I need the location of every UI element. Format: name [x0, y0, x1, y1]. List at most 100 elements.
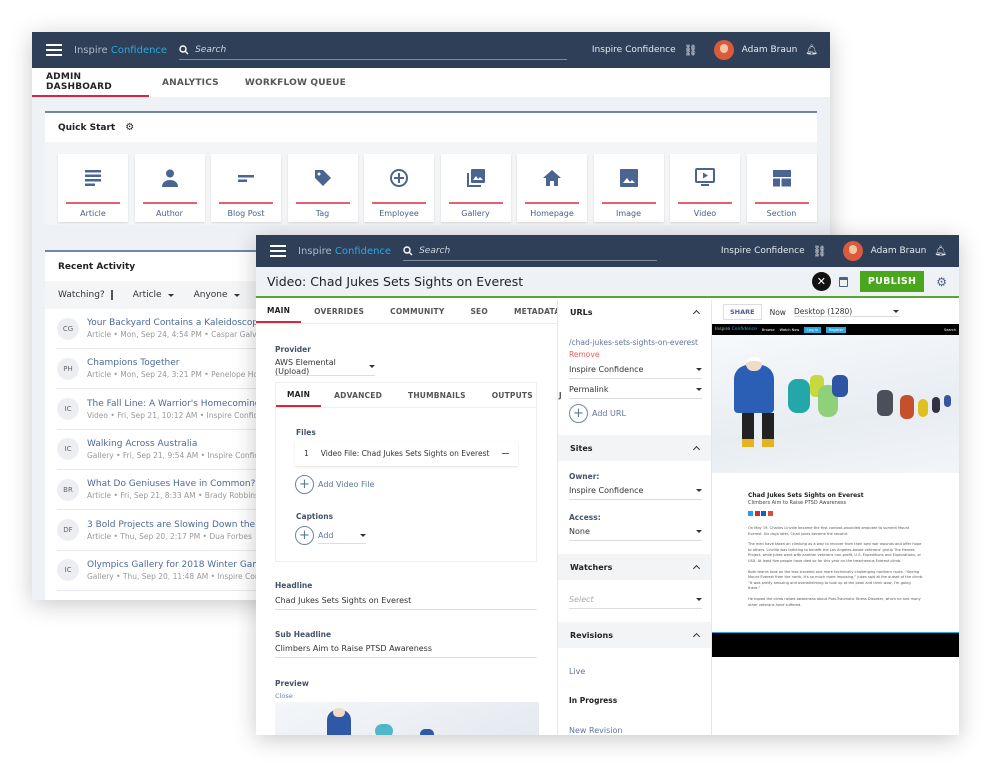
tab-analytics[interactable]: ANALYTICS [162, 77, 219, 88]
activity-item[interactable]: BR What Do Geniuses Have in Common? Articl… [57, 470, 260, 511]
quick-start-tile-image[interactable]: Image [593, 154, 664, 222]
user-name[interactable]: Adam Braun [741, 45, 798, 55]
quick-start-tile-gallery[interactable]: Gallery [440, 154, 511, 222]
activity-title[interactable]: Walking Across Australia [87, 438, 198, 449]
activity-item[interactable]: PH Champions Together Article • Mon, Sep 2… [57, 349, 260, 390]
link-icon[interactable]: ⛓ [683, 43, 698, 57]
activity-meta: Article • Thu, Sep 20, 2:17 PM • Dua For… [87, 531, 252, 541]
device-select[interactable]: Desktop (1280) [793, 307, 899, 317]
search-input[interactable]: Search [403, 241, 658, 261]
activity-title[interactable]: Your Backyard Contains a Kaleidoscope [87, 318, 260, 328]
activity-title[interactable]: What Do Geniuses Have in Common? [87, 479, 256, 490]
quick-start-tile-section[interactable]: Section [746, 154, 817, 222]
add-url-button[interactable]: + Add URL [569, 404, 626, 423]
remove-url-link[interactable]: Remove [569, 350, 600, 359]
quick-start-tile-article[interactable]: Article [58, 154, 128, 222]
link-icon[interactable]: ⛓ [812, 244, 827, 258]
activity-item[interactable]: DF 3 Bold Projects are Slowing Down the C… [57, 511, 260, 551]
brand-logo[interactable]: Inspire Confidence [298, 245, 392, 257]
linkedin-icon[interactable] [761, 511, 766, 516]
twitter-icon[interactable] [748, 511, 753, 516]
tile-label: Video [693, 209, 717, 218]
subheadline-input[interactable]: Climbers Aim to Raise PTSD Awareness [275, 640, 537, 658]
activity-item[interactable]: CG Your Backyard Contains a Kaleidoscope A… [57, 309, 260, 349]
owner-select[interactable]: Inspire Confidence [569, 482, 702, 500]
tab-workflow-queue[interactable]: WORKFLOW QUEUE [244, 77, 346, 88]
activity-item[interactable]: IC Olympics Gallery for 2018 Winter Games… [57, 551, 260, 591]
quick-start-tile-blog-post[interactable]: Blog Post [211, 154, 281, 222]
menu-icon[interactable] [46, 44, 62, 56]
activity-title[interactable]: 3 Bold Projects are Slowing Down the Cit [87, 519, 260, 530]
menu-icon[interactable] [270, 245, 286, 257]
subtab-advanced[interactable]: ADVANCED [334, 390, 383, 400]
tab-community[interactable]: COMMUNITY [390, 307, 445, 316]
avatar[interactable] [713, 40, 734, 60]
publish-button[interactable]: PUBLISH [859, 271, 925, 292]
share-button[interactable]: SHARE [723, 304, 762, 320]
captions-label: Captions [296, 512, 334, 521]
brand-logo[interactable]: Inspire Confidence [74, 44, 168, 56]
plus-icon: + [569, 404, 588, 423]
tab-overrides[interactable]: OVERRIDES [314, 307, 365, 316]
type-filter[interactable]: Article [133, 290, 174, 300]
watchers-section-header[interactable]: Watchers [558, 554, 711, 580]
gear-icon[interactable]: ⚙ [125, 122, 135, 133]
headline-input[interactable]: Chad Jukes Sets Sights on Everest [275, 592, 537, 610]
avatar: DF [57, 519, 79, 541]
access-select[interactable]: None [569, 523, 702, 541]
tab-main[interactable]: MAIN [256, 300, 302, 323]
quick-start-tile-video[interactable]: Video [670, 154, 740, 222]
sites-section-header[interactable]: Sites [558, 435, 711, 461]
activity-title[interactable]: Olympics Gallery for 2018 Winter Games [87, 559, 260, 570]
revisions-section-header[interactable]: Revisions [558, 622, 711, 648]
editor-window: Inspire Confidence Search Inspire Confid… [256, 235, 959, 735]
bell-icon[interactable]: 🔔︎ [934, 245, 947, 257]
subtab-outputs[interactable]: OUTPUTS [491, 390, 533, 400]
add-caption-button[interactable]: + Add [295, 526, 366, 545]
calendar-icon[interactable] [838, 276, 848, 287]
revision-live-link[interactable]: Live [569, 667, 586, 676]
watchers-select[interactable]: Select [569, 591, 702, 609]
subtab-thumbnails[interactable]: THUMBNAILS [408, 390, 466, 400]
activity-item[interactable]: IC The Fall Line: A Warrior's Homecoming V… [57, 390, 260, 430]
quick-start-title: Quick Start [58, 122, 116, 133]
avatar[interactable] [842, 241, 863, 261]
new-revision-link[interactable]: New Revision [569, 726, 623, 735]
pinterest-icon[interactable] [754, 511, 760, 516]
search-icon [179, 44, 189, 54]
activity-item[interactable]: IC Walking Across Australia Gallery • Fri,… [57, 430, 260, 470]
author-filter[interactable]: Anyone [194, 290, 240, 300]
subtab-main[interactable]: MAIN [276, 383, 322, 407]
urls-section-header[interactable]: URLs [558, 300, 711, 324]
tab-metadata[interactable]: METADATA [513, 307, 561, 316]
activity-title[interactable]: Champions Together [87, 358, 180, 369]
google-plus-icon[interactable] [767, 511, 773, 516]
provider-select[interactable]: AWS Elemental (Upload) [275, 358, 375, 376]
article-icon [85, 170, 101, 186]
preview-time-select[interactable]: Now [769, 307, 786, 317]
avatar: PH [57, 357, 79, 380]
tab-seo[interactable]: SEO [470, 307, 488, 316]
tab-admin-dashboard[interactable]: ADMIN DASHBOARD [32, 68, 149, 97]
url-site-select[interactable]: Inspire Confidence [569, 361, 702, 379]
search-input[interactable]: Search [179, 40, 568, 60]
quick-start-tile-tag[interactable]: Tag [287, 154, 358, 222]
user-name[interactable]: Adam Braun [870, 246, 927, 256]
site-name[interactable]: Inspire Confidence [720, 246, 805, 256]
watching-checkbox[interactable] [110, 290, 113, 300]
preview-pane: SHARE Now Desktop (1280) Inspire Confide… [712, 300, 959, 735]
quick-start-tile-employee[interactable]: Employee [364, 154, 434, 222]
remove-file-icon[interactable] [502, 453, 509, 454]
preview-close-link[interactable]: Close [275, 692, 293, 700]
quick-start-tile-author[interactable]: Author [134, 154, 205, 222]
url-path-link[interactable]: /chad-jukes-sets-sights-on-everest [569, 338, 698, 347]
settings-gear-icon[interactable]: ⚙ [936, 274, 947, 289]
add-video-file-button[interactable]: + Add Video File [295, 475, 374, 494]
activity-title[interactable]: The Fall Line: A Warrior's Homecoming [87, 398, 260, 409]
url-type-select[interactable]: Permalink [569, 381, 702, 399]
subtab-j[interactable]: J [558, 390, 562, 400]
site-name[interactable]: Inspire Confidence [591, 45, 676, 55]
close-button[interactable]: ✕ [811, 272, 831, 291]
quick-start-tile-homepage[interactable]: Homepage [517, 154, 587, 222]
bell-icon[interactable]: 🔔︎ [805, 44, 818, 56]
